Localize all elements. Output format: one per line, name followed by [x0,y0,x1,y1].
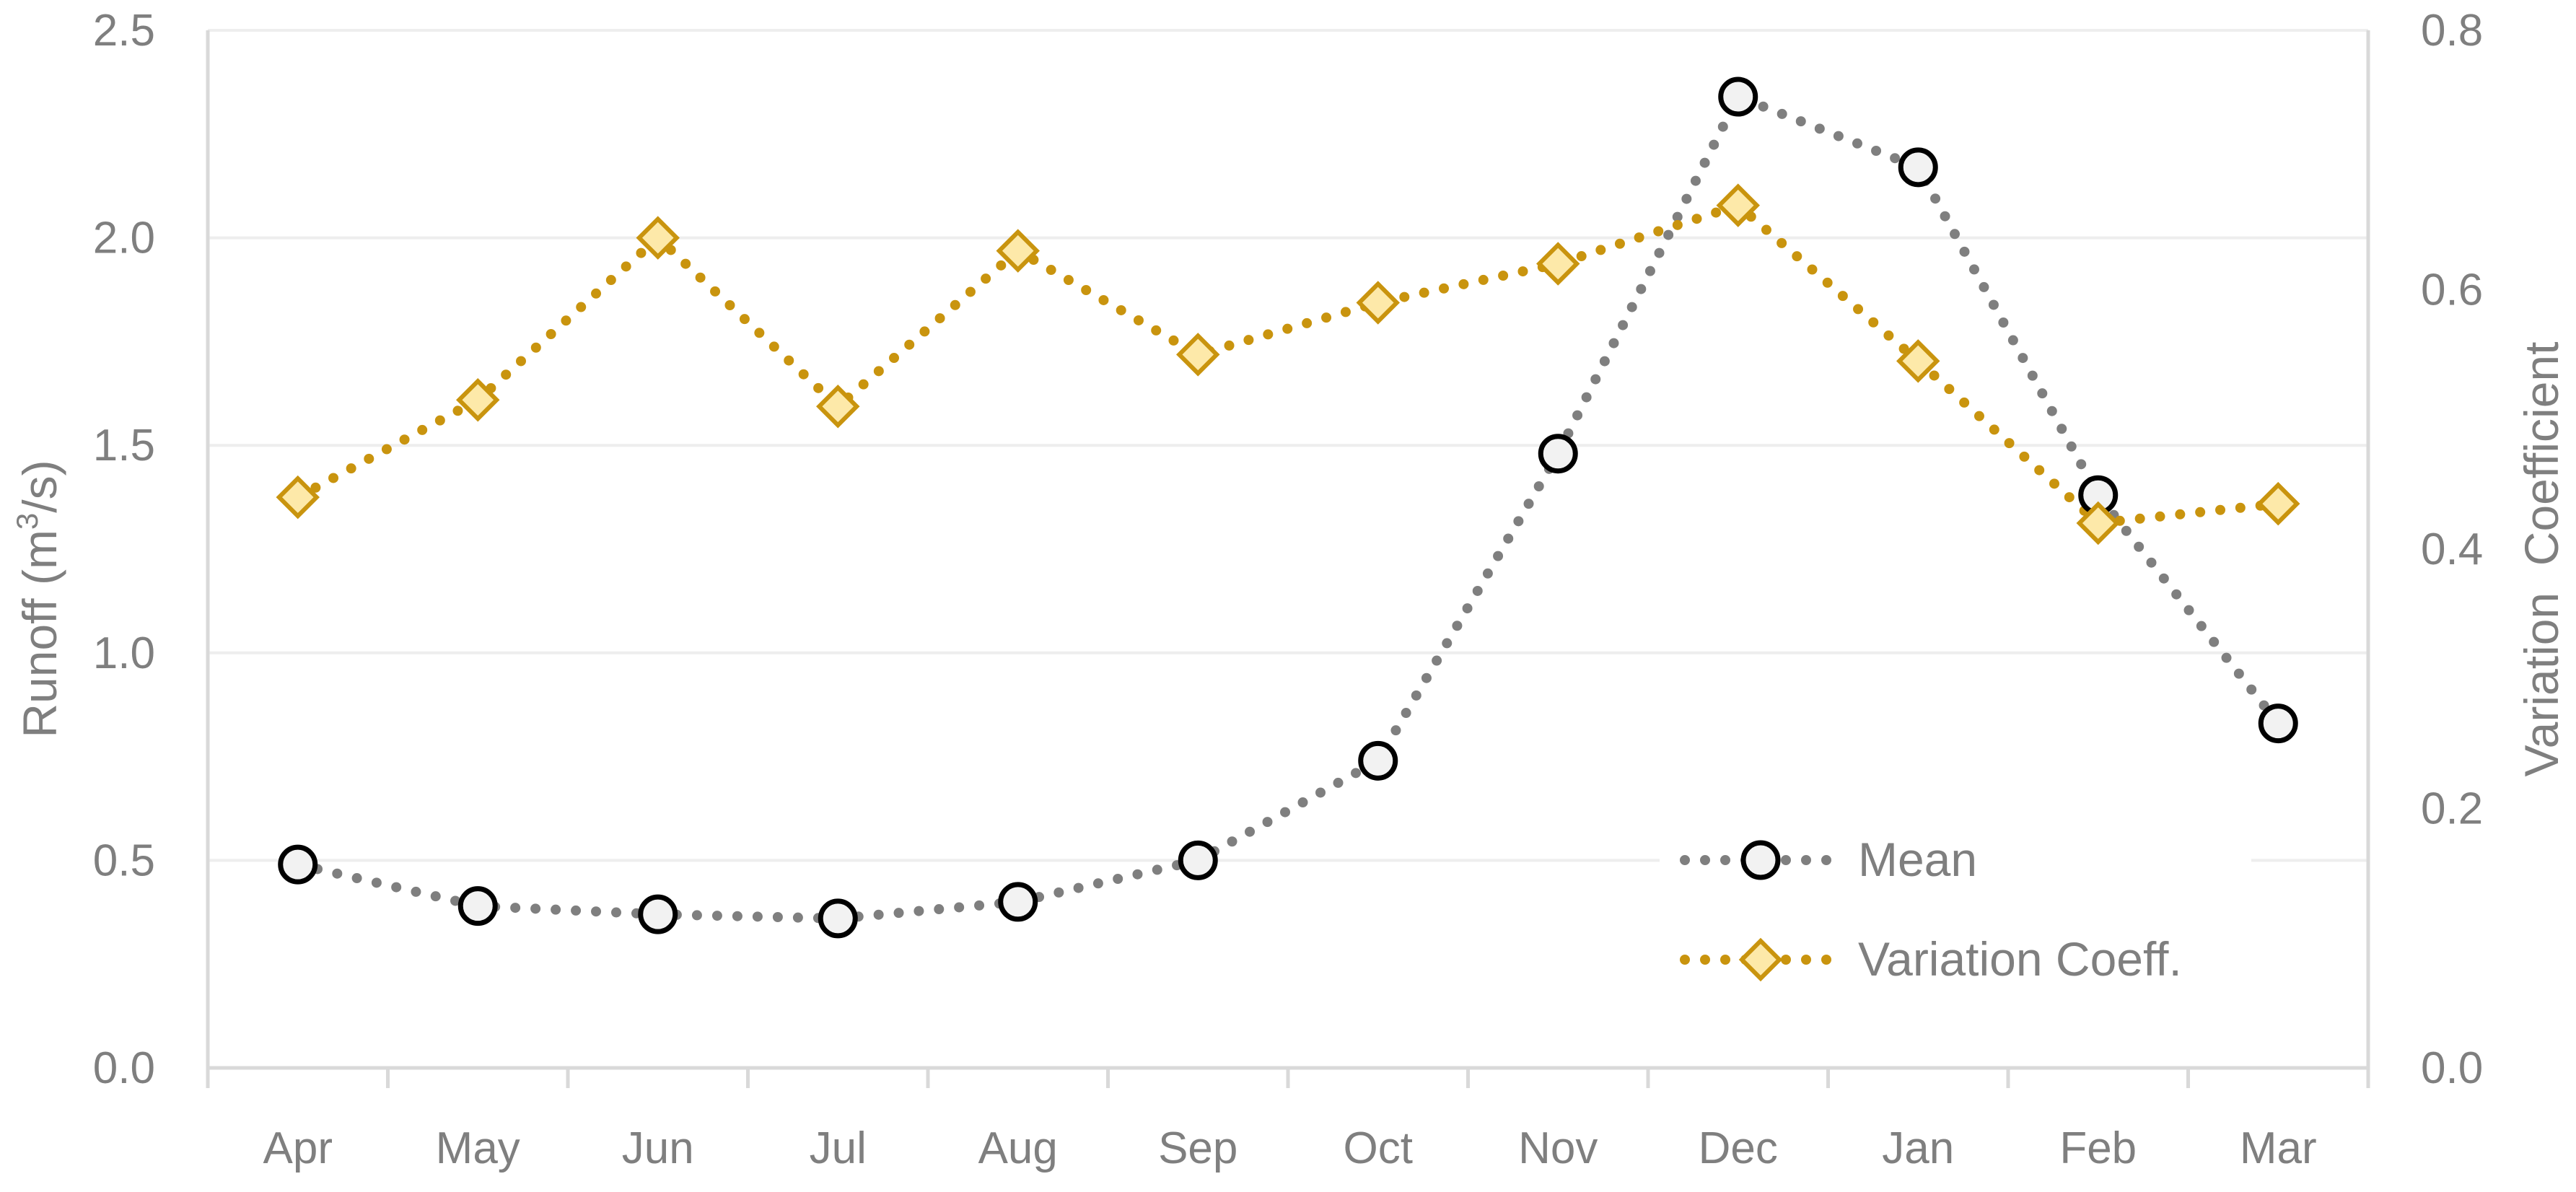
axes [206,30,2370,1088]
data-point-mean [278,844,318,885]
data-point-variation [1716,183,1760,227]
x-tick-label: Jul [810,1123,867,1173]
right-tick-label: 0.6 [2421,266,2483,315]
data-point-mean [1898,147,1938,188]
left-tick-label: 0.0 [93,1043,155,1093]
legend-marker-variation [1738,937,1783,982]
right-tick-label: 0.4 [2421,525,2483,574]
series [276,76,2300,939]
series-line-variation [292,199,2284,529]
x-tick-label: May [436,1123,520,1173]
x-tick-label: Mar [2240,1123,2317,1173]
x-tick-label: Nov [1518,1123,1598,1173]
legend-marker-mean [1740,840,1781,880]
data-point-variation [1176,333,1220,377]
x-tick-label: Oct [1344,1123,1413,1173]
data-point-variation [2256,481,2300,526]
data-point-variation [276,475,320,520]
left-axis-title-suffix: /s) [13,460,66,512]
x-tick-label: Feb [2059,1123,2137,1173]
x-tick-label: Apr [263,1123,333,1173]
data-point-variation [1356,281,1400,325]
left-tick-label: 2.5 [93,6,155,56]
legend-label-mean: Mean [1858,833,1977,886]
data-point-mean [1538,434,1578,474]
right-axis-title: Variation Coefficient [2515,342,2568,777]
data-point-variation [1896,339,1940,383]
data-point-mean [998,882,1038,922]
right-tick-label: 0.2 [2421,784,2483,834]
data-point-variation [2076,501,2120,545]
data-point-mean [818,898,858,939]
x-tick-label: Dec [1699,1123,1778,1173]
data-point-variation [636,216,680,260]
left-axis-title: Runoff (m3/s) [10,460,66,737]
left-tick-label: 2.0 [93,214,155,263]
left-axis-title-prefix: Runoff (m [13,530,66,738]
data-point-mean [1358,740,1398,781]
data-point-variation [456,378,500,422]
data-point-mean [457,886,498,926]
data-point-mean [1178,840,1218,880]
data-point-mean [2258,704,2298,744]
right-tick-label: 0.0 [2421,1043,2483,1093]
data-point-variation [996,229,1040,273]
data-point-mean [1718,76,1758,117]
legend-label-variation: Variation Coeff. [1858,932,2182,986]
data-point-variation [1536,242,1580,286]
tick-labels: 0.0 0.5 1.0 1.5 2.0 2.5 0.0 0.2 0.4 0.6 0.8 Apr May J… [93,6,2483,1173]
x-tick-label: Jan [1882,1123,1954,1173]
data-point-mean [638,894,678,934]
legend: Mean Variation Coeff. [1660,815,2251,996]
left-tick-label: 1.5 [93,421,155,470]
gridlines [208,29,2368,862]
x-tick-label: Aug [978,1123,1058,1173]
left-tick-label: 0.5 [93,836,155,885]
x-tick-label: Jun [622,1123,694,1173]
x-tick-label: Sep [1158,1123,1237,1173]
left-axis-title-superscript: 3 [10,513,44,530]
series-line-mean [292,90,2284,924]
left-tick-label: 1.0 [93,628,155,678]
right-tick-label: 0.8 [2421,6,2483,56]
data-point-variation [816,385,860,429]
